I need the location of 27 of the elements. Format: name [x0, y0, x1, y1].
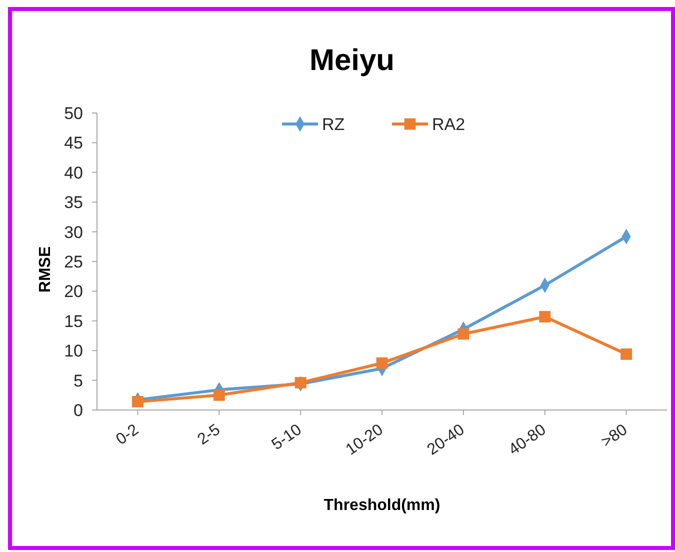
legend-label: RA2 — [432, 114, 466, 134]
y-tick-label: 15 — [64, 312, 83, 331]
y-tick-label: 25 — [64, 252, 83, 272]
y-tick-label: 30 — [64, 222, 83, 242]
point — [213, 389, 225, 401]
chart-title: Meiyu — [309, 44, 395, 77]
x-tick-label: 0-2 — [113, 421, 142, 449]
legend-label: RZ — [322, 114, 345, 134]
x-tick-label: 5-10 — [268, 421, 305, 454]
point — [376, 357, 388, 369]
x-tick-label: 2-5 — [194, 421, 224, 449]
y-tick-label: 5 — [74, 371, 83, 390]
y-tick-label: 10 — [64, 342, 83, 361]
y-tick-label: 50 — [64, 104, 83, 123]
y-axis-title: RMSE — [37, 246, 54, 293]
y-tick-label: 35 — [64, 193, 83, 212]
x-axis-title: Threshold(mm) — [324, 497, 440, 514]
y-tick-label: 40 — [64, 163, 83, 182]
x-tick-label: >80 — [598, 421, 631, 451]
y-tick-label: 0 — [74, 400, 83, 420]
point — [458, 328, 470, 340]
y-tick-label: 45 — [64, 134, 83, 153]
point — [620, 348, 632, 360]
point — [294, 376, 306, 388]
point — [539, 311, 551, 322]
point — [132, 396, 144, 408]
y-tick-label: 20 — [64, 282, 83, 302]
